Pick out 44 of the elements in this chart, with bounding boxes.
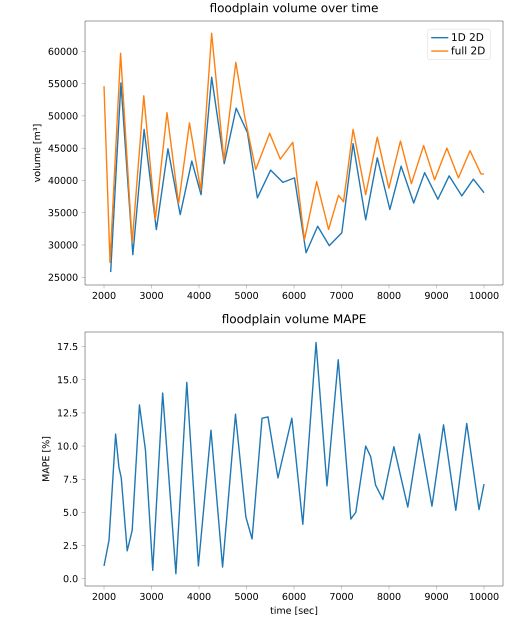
x-tick-label: 2000	[92, 292, 116, 300]
x-tick-label: 9000	[425, 292, 448, 300]
y-tick-label: 15.0	[58, 376, 78, 384]
x-tick-label: 8000	[378, 292, 400, 300]
x-tick-label: 4000	[187, 292, 210, 300]
x-tick-label: 6000	[282, 592, 306, 600]
y-tick-label: 30000	[48, 241, 78, 249]
y-tick-label: 7.5	[64, 476, 78, 483]
chart-title: floodplain volume over time	[210, 3, 378, 15]
line-series	[103, 32, 485, 264]
x-axis-title: time [sec]	[270, 606, 318, 616]
y-tick-label: 12.5	[58, 409, 78, 417]
y-tick-label: 0.0	[64, 575, 78, 582]
x-tick-label: 10000	[470, 592, 498, 600]
y-axis-title: MAPE [%]	[42, 436, 50, 482]
x-tick-label: 4000	[187, 592, 210, 600]
x-tick-label: 6000	[282, 292, 306, 300]
y-tick-label: 55000	[48, 80, 78, 88]
y-tick-label: 2.5	[64, 542, 78, 550]
y-tick-label: 45000	[48, 144, 78, 152]
x-tick-label: 8000	[378, 592, 400, 600]
x-tick-label: 7000	[330, 592, 353, 600]
x-tick-label: 3000	[140, 592, 163, 600]
y-axis-title: volume [m³]	[32, 124, 42, 182]
y-tick-label: 50000	[48, 112, 78, 120]
legend-label: full 2D	[451, 46, 485, 54]
y-tick-label: 17.5	[58, 343, 78, 350]
x-tick-label: 2000	[92, 592, 116, 600]
y-tick-label: 60000	[48, 48, 78, 55]
y-tick-label: 35000	[48, 209, 78, 216]
x-tick-label: 9000	[425, 592, 448, 600]
x-tick-label: 3000	[140, 292, 163, 300]
x-tick-label: 7000	[330, 292, 353, 300]
y-tick-label: 40000	[48, 176, 78, 184]
x-tick-label: 10000	[470, 292, 498, 300]
line-series	[110, 76, 485, 273]
y-tick-label: 5.0	[64, 508, 78, 516]
y-tick-label: 25000	[48, 274, 78, 281]
chart-title: floodplain volume MAPE	[222, 314, 366, 326]
y-tick-label: 10.0	[58, 442, 78, 450]
legend-label: 1D 2D	[452, 33, 484, 41]
x-tick-label: 5000	[235, 292, 258, 300]
line-series	[103, 342, 485, 574]
x-tick-label: 5000	[235, 592, 258, 600]
